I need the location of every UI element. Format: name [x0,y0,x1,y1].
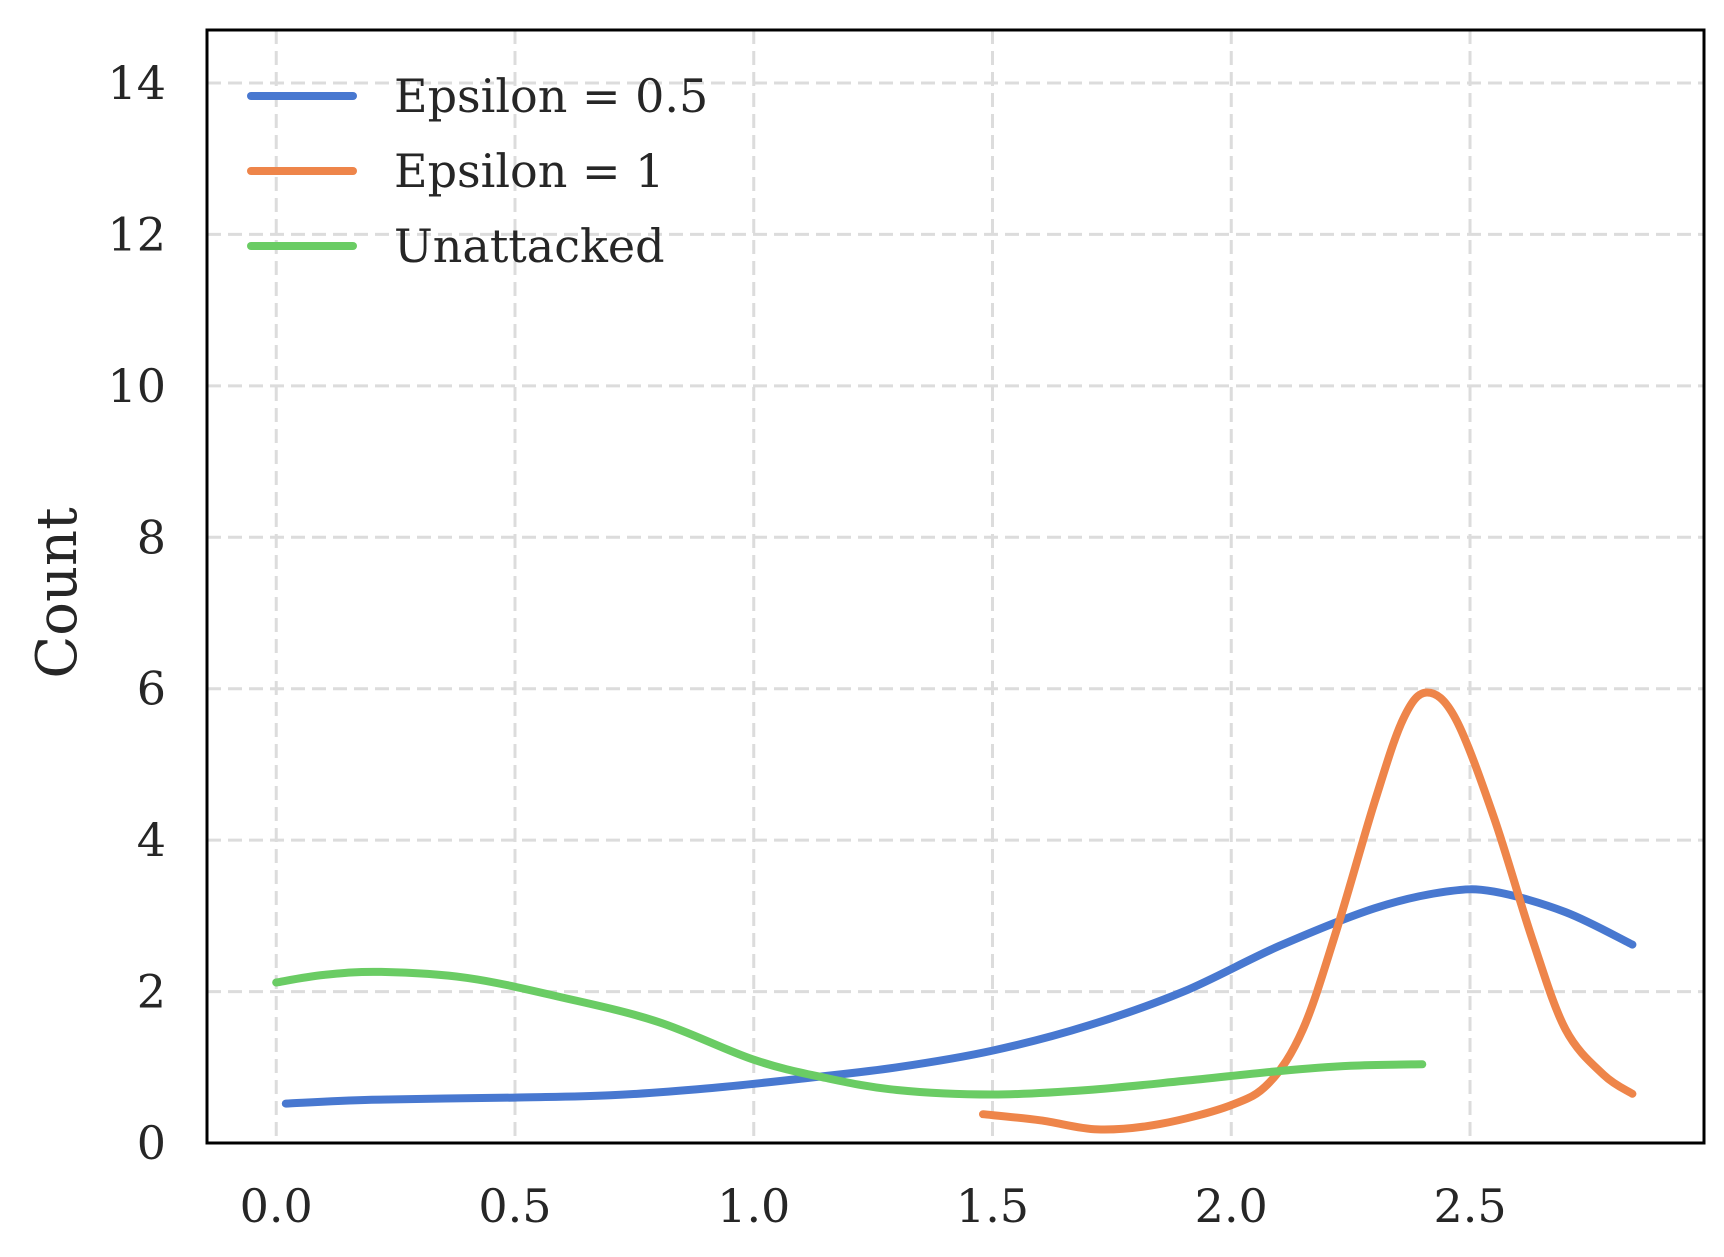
y-tick-label: 6 [137,662,166,716]
grid [207,30,1704,1143]
y-axis-label: Count [25,507,90,679]
series-line-epsilon-0-5 [281,885,1637,1108]
x-tick-label: 0.5 [478,1179,551,1233]
y-tick-label: 14 [107,56,166,110]
plot-frame [205,28,1706,1145]
y-tick-label: 4 [137,813,166,867]
x-tick-label: 1.5 [956,1179,1029,1233]
x-tick-label: 1.0 [717,1179,790,1233]
legend-label-unattacked: Unattacked [394,219,665,273]
x-tick-label: 0.0 [240,1179,313,1233]
series-lines [272,688,1637,1134]
y-tick-label: 10 [107,359,166,413]
legend-label-epsilon-0-5: Epsilon = 0.5 [394,69,708,123]
series-line-epsilon-1 [979,688,1637,1134]
y-tick-label: 8 [137,510,166,564]
y-axis-ticks: 0 2 4 6 8 10 12 14 [107,56,166,1170]
y-tick-label: 2 [137,965,166,1019]
y-tick-label: 0 [137,1116,166,1170]
legend-label-epsilon-1: Epsilon = 1 [394,144,664,198]
y-tick-label: 12 [107,207,166,261]
x-axis-ticks: 0.0 0.5 1.0 1.5 2.0 2.5 [240,1179,1507,1233]
x-tick-label: 2.5 [1433,1179,1506,1233]
legend: Epsilon = 0.5 Epsilon = 1 Unattacked [247,69,708,273]
series-line-unattacked [272,967,1427,1099]
x-tick-label: 2.0 [1195,1179,1268,1233]
